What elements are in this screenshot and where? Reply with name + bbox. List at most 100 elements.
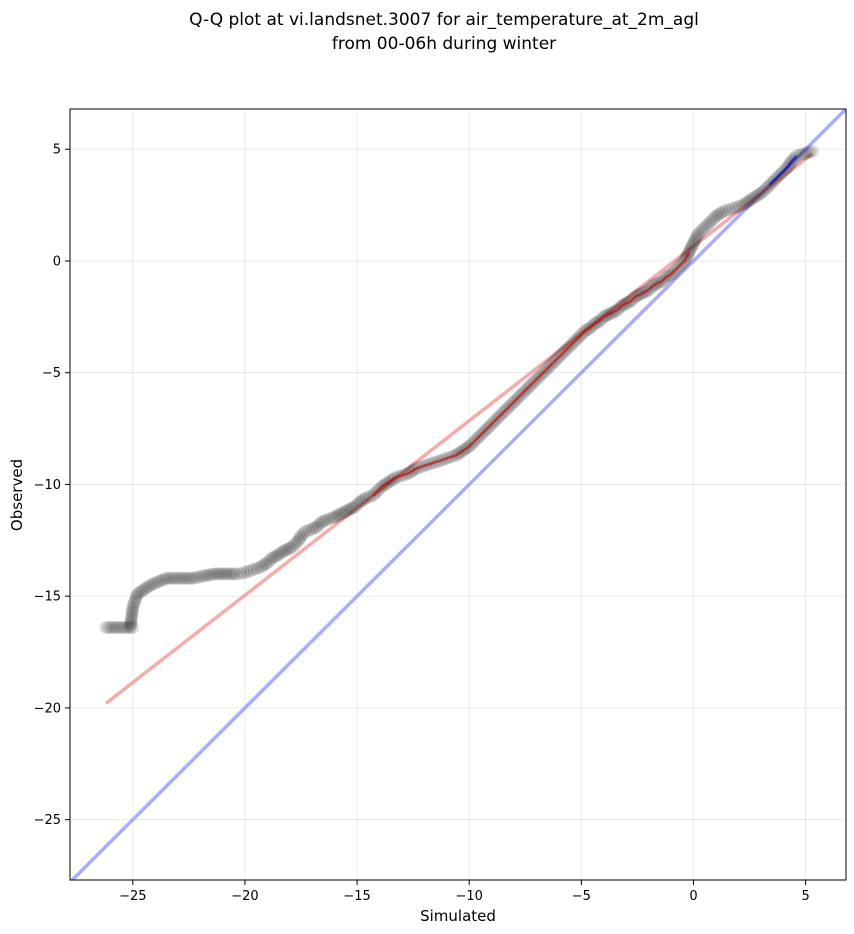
data-point — [307, 521, 321, 535]
data-point — [328, 510, 342, 524]
data-point — [125, 605, 139, 619]
data-point — [265, 551, 279, 565]
data-point — [729, 200, 743, 214]
data-point — [716, 205, 730, 219]
data-point — [125, 608, 139, 622]
data-point — [118, 620, 132, 634]
data-point — [805, 144, 819, 158]
data-point — [283, 541, 297, 555]
data-point — [684, 241, 698, 255]
x-tick-label: −15 — [343, 889, 370, 904]
x-tick-label: −5 — [572, 889, 591, 904]
data-point — [756, 185, 770, 199]
data-point — [260, 556, 274, 570]
data-point — [359, 491, 373, 505]
data-point — [319, 513, 333, 527]
data-point — [305, 522, 319, 536]
x-tick-label: −25 — [119, 889, 146, 904]
data-point — [102, 620, 116, 634]
data-point — [258, 557, 272, 571]
data-point — [348, 500, 362, 514]
data-point — [325, 511, 339, 525]
data-point — [115, 620, 129, 634]
data-point — [209, 567, 223, 581]
data-point — [695, 223, 709, 237]
data-point — [312, 518, 326, 532]
data-point — [130, 587, 144, 601]
data-point — [198, 569, 212, 583]
data-point — [689, 232, 703, 246]
data-point — [704, 214, 718, 228]
data-point — [698, 220, 712, 234]
data-point — [168, 571, 182, 585]
x-tick-label: −10 — [455, 889, 482, 904]
fit-overlay-segment — [371, 251, 691, 497]
data-point — [334, 506, 348, 520]
data-point — [707, 212, 721, 226]
y-tick-label: −25 — [34, 813, 61, 828]
x-tick-label: −20 — [231, 889, 258, 904]
data-point — [159, 571, 173, 585]
data-point — [799, 146, 813, 160]
data-point — [123, 620, 137, 634]
data-point — [802, 145, 816, 159]
data-point — [128, 592, 142, 606]
data-point — [124, 618, 138, 632]
data-point — [346, 501, 360, 515]
x-tick-label: 0 — [689, 889, 697, 904]
data-point — [310, 520, 324, 534]
data-point — [719, 204, 733, 218]
data-point — [184, 571, 198, 585]
data-point — [127, 598, 141, 612]
data-point — [713, 206, 727, 220]
data-point — [192, 570, 206, 584]
data-point — [339, 504, 353, 518]
grid-lines — [70, 109, 846, 880]
data-point — [754, 186, 768, 200]
fit-line — [104, 152, 814, 705]
data-point — [170, 571, 184, 585]
data-point — [221, 567, 235, 581]
data-point — [107, 620, 121, 634]
data-point — [124, 616, 138, 630]
data-point — [281, 542, 295, 556]
data-point — [740, 195, 754, 209]
data-point — [357, 492, 371, 506]
data-point — [355, 494, 369, 508]
data-point — [254, 560, 268, 574]
data-point — [337, 505, 351, 519]
data-point — [216, 567, 230, 581]
chart-title-line-2: from 00-06h during winter — [331, 34, 557, 54]
data-point — [330, 509, 344, 523]
data-point — [250, 561, 264, 575]
data-point — [683, 243, 697, 257]
data-point — [263, 553, 277, 567]
plot-area — [70, 109, 846, 880]
data-point — [99, 620, 113, 634]
data-point — [112, 620, 126, 634]
data-point — [747, 191, 761, 205]
identity-overlay-segment — [768, 155, 798, 186]
data-point — [752, 188, 766, 202]
data-point — [287, 538, 301, 552]
data-point — [296, 527, 310, 541]
data-point — [274, 546, 288, 560]
data-point — [732, 199, 746, 213]
data-point — [726, 201, 740, 215]
data-point — [758, 182, 772, 196]
data-point — [709, 209, 723, 223]
data-point — [352, 495, 366, 509]
data-point — [206, 567, 220, 581]
data-point — [139, 581, 153, 595]
plot-frame — [69, 108, 847, 881]
data-point — [237, 566, 251, 580]
data-point — [686, 236, 700, 250]
data-point — [700, 218, 714, 232]
data-point — [693, 225, 707, 239]
y-tick-label: 0 — [53, 254, 61, 269]
data-point — [224, 567, 238, 581]
data-point — [244, 563, 258, 577]
identity-line — [70, 109, 846, 880]
data-point — [124, 613, 138, 627]
data-point — [195, 569, 209, 583]
